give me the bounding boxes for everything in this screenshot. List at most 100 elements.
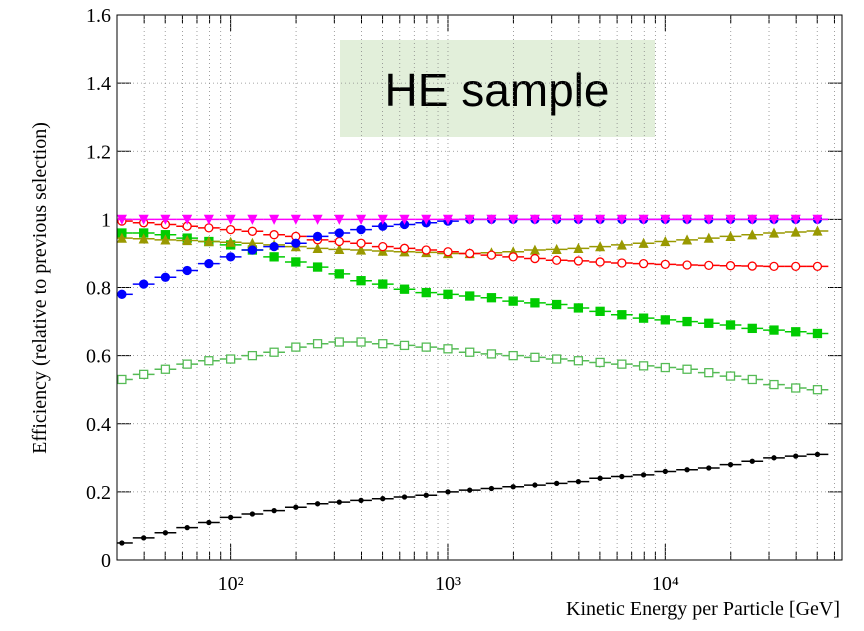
marker — [640, 472, 647, 478]
marker — [119, 540, 125, 546]
marker — [445, 489, 451, 495]
marker — [442, 214, 454, 225]
marker — [399, 284, 410, 294]
marker — [768, 227, 780, 238]
marker — [704, 318, 714, 328]
marker — [706, 465, 712, 471]
marker — [552, 299, 562, 310]
marker — [791, 261, 801, 272]
marker — [399, 340, 410, 351]
marker — [619, 473, 625, 480]
marker — [595, 306, 605, 316]
marker — [401, 494, 408, 500]
marker — [204, 223, 214, 233]
marker — [269, 214, 280, 225]
marker — [225, 224, 236, 235]
marker — [747, 374, 757, 385]
marker — [769, 379, 779, 390]
marker — [355, 244, 367, 255]
marker — [812, 385, 823, 395]
marker — [725, 230, 736, 242]
annotation-box — [340, 40, 655, 137]
marker — [334, 243, 345, 255]
marker — [162, 530, 169, 536]
y-tick-label: 1.6 — [86, 5, 111, 27]
marker — [554, 480, 560, 487]
marker — [749, 458, 755, 464]
marker — [139, 369, 149, 380]
marker — [551, 243, 562, 255]
marker — [334, 236, 344, 247]
marker — [247, 350, 258, 361]
x-tick-label: 10² — [218, 573, 244, 595]
marker — [530, 298, 540, 308]
marker — [682, 364, 692, 374]
marker — [812, 261, 823, 272]
marker — [529, 214, 540, 225]
marker — [225, 354, 236, 364]
marker — [334, 269, 344, 279]
marker — [532, 482, 538, 488]
marker — [378, 339, 388, 349]
marker — [358, 497, 364, 504]
marker — [747, 229, 758, 240]
marker — [465, 248, 475, 259]
y-tick-label: 0.2 — [86, 482, 111, 504]
marker — [573, 256, 584, 266]
annotation: HE sample — [385, 64, 610, 116]
marker — [812, 225, 823, 236]
marker — [660, 362, 670, 373]
marker — [508, 350, 518, 361]
y-tick-label: 1.2 — [86, 141, 111, 163]
marker — [617, 258, 627, 268]
plot-frame — [116, 14, 843, 561]
marker — [486, 250, 497, 260]
marker — [638, 361, 649, 371]
marker — [356, 224, 366, 235]
marker — [182, 235, 193, 246]
marker — [768, 214, 780, 225]
marker — [488, 485, 495, 492]
x-axis-label: Kinetic Energy per Particle [GeV] — [566, 598, 840, 620]
marker — [727, 461, 734, 468]
marker — [573, 356, 584, 366]
marker — [486, 214, 497, 225]
marker — [573, 303, 584, 313]
marker — [747, 323, 757, 334]
marker — [769, 261, 779, 272]
marker — [227, 514, 234, 521]
marker — [595, 241, 606, 252]
marker — [139, 279, 149, 289]
marker — [682, 234, 693, 245]
marker — [703, 214, 714, 225]
y-tick-label: 0 — [101, 550, 111, 572]
marker — [421, 245, 431, 255]
marker — [595, 214, 606, 225]
marker — [595, 257, 605, 267]
marker — [551, 214, 562, 225]
marker — [206, 519, 212, 526]
marker — [660, 315, 670, 325]
marker — [575, 479, 582, 485]
marker — [336, 499, 342, 505]
marker — [378, 279, 388, 289]
marker — [638, 259, 649, 269]
marker — [247, 226, 258, 236]
marker — [116, 232, 127, 243]
marker — [682, 214, 693, 225]
marker — [508, 214, 519, 225]
marker — [225, 252, 236, 262]
marker — [660, 236, 671, 247]
marker — [269, 230, 279, 240]
marker — [269, 252, 279, 262]
marker — [312, 231, 323, 242]
marker — [423, 492, 429, 498]
marker — [573, 214, 584, 225]
marker — [464, 214, 475, 225]
y-axis-label: Efficiency (relative to previous selecti… — [29, 122, 51, 454]
marker — [334, 214, 345, 225]
marker — [725, 214, 736, 225]
marker — [421, 214, 432, 225]
marker — [160, 364, 171, 374]
marker — [355, 214, 367, 225]
